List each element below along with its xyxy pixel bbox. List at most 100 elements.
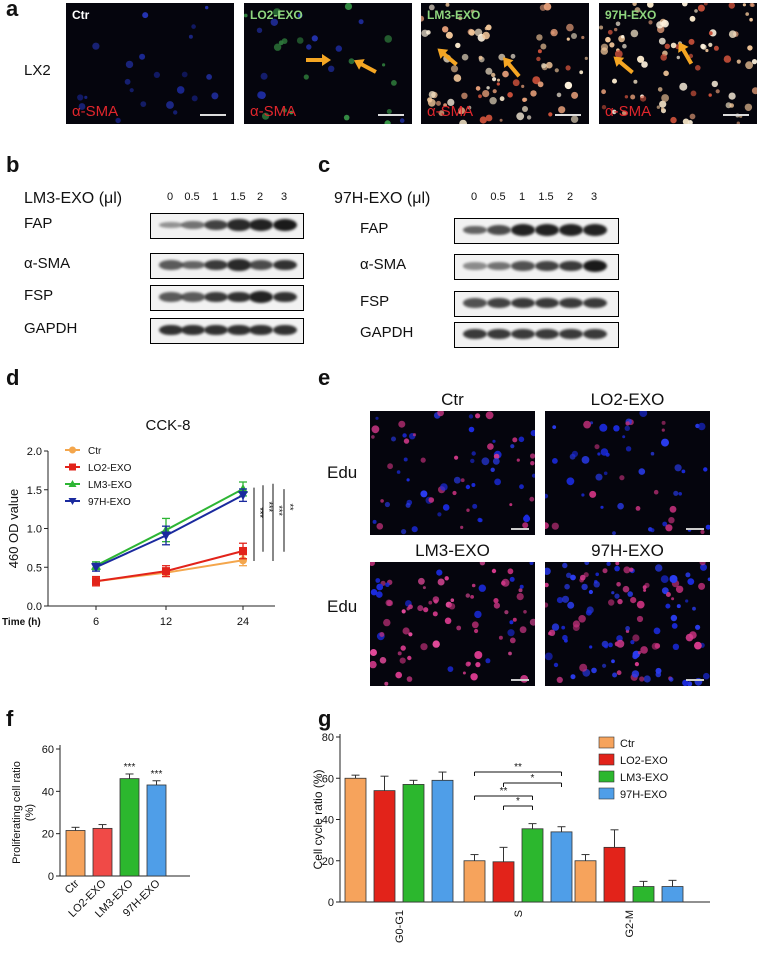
protein-band xyxy=(249,324,273,336)
cell-dot xyxy=(736,59,741,64)
cell-dot xyxy=(678,492,682,496)
y-tick-label: 1.0 xyxy=(27,524,42,536)
protein-band xyxy=(273,291,297,303)
legend-label: LO2-EXO xyxy=(620,755,668,767)
y-tick-label: 1.5 xyxy=(27,485,42,497)
cell-dot xyxy=(699,562,706,566)
protein-band xyxy=(204,324,228,336)
panel-label-d: d xyxy=(6,365,20,390)
protein-band xyxy=(559,297,583,309)
bar xyxy=(574,860,597,903)
cell-dot xyxy=(270,18,278,26)
cell-dot xyxy=(343,114,350,121)
arrow-icon xyxy=(497,53,523,81)
significance-label: ** xyxy=(514,762,522,773)
cell-dot xyxy=(742,3,746,7)
cell-dot xyxy=(562,634,568,641)
x-tick-label: 12 xyxy=(160,616,172,628)
significance-label: *** xyxy=(151,769,163,780)
scale-bar xyxy=(686,528,704,530)
protein-band xyxy=(559,328,583,340)
cell-dot xyxy=(492,457,500,465)
cell-dot xyxy=(478,94,482,99)
protein-band xyxy=(181,292,205,302)
protein-label: α-SMA xyxy=(24,255,71,272)
significance-label: *** xyxy=(124,762,136,773)
stain-label: α-SMA xyxy=(605,103,652,120)
cell-dot xyxy=(648,20,653,25)
cell-dot xyxy=(508,651,512,656)
cell-dot xyxy=(499,118,503,122)
protein-band xyxy=(159,260,183,270)
arrow-icon xyxy=(432,44,460,70)
bar xyxy=(119,778,140,877)
cell-dot xyxy=(619,475,625,481)
cell-dot xyxy=(670,614,678,622)
cell-dot xyxy=(436,569,443,576)
cell-dot xyxy=(461,92,468,100)
cell-dot xyxy=(475,662,481,668)
cell-dot xyxy=(498,635,503,640)
legend-label: Ctr xyxy=(620,738,635,750)
cell-dot xyxy=(509,576,515,582)
cell-dot xyxy=(632,634,640,642)
cell-dot xyxy=(376,591,383,598)
edu-title-lo2-exo: LO2-EXO xyxy=(590,390,665,409)
cell-dot xyxy=(728,3,735,9)
protein-label: FAP xyxy=(24,215,53,232)
cell-dot xyxy=(593,581,600,588)
bar xyxy=(373,790,396,903)
cell-dot xyxy=(548,629,556,636)
blot-strip xyxy=(150,213,304,239)
cell-dot xyxy=(698,582,706,590)
arrow-icon xyxy=(608,52,636,78)
cell-dot xyxy=(689,113,696,120)
cell-dot xyxy=(447,666,454,672)
cell-dot xyxy=(581,493,585,497)
protein-band xyxy=(511,224,535,236)
protein-band xyxy=(583,328,607,340)
legend-label: Ctr xyxy=(88,446,102,457)
protein-band xyxy=(463,328,487,340)
cell-dot xyxy=(536,34,543,41)
cell-dot xyxy=(627,591,633,597)
cell-dot xyxy=(289,110,294,115)
cell-dot xyxy=(372,519,377,524)
cell-dot xyxy=(475,413,481,419)
cell-dot xyxy=(519,626,527,634)
cell-dot xyxy=(450,598,455,602)
cell-dot xyxy=(522,522,529,529)
micrograph-title: LM3-EXO xyxy=(427,8,481,22)
cell-dot xyxy=(572,624,580,631)
cell-dot xyxy=(659,100,667,108)
cell-dot xyxy=(205,5,209,10)
protein-band xyxy=(511,328,535,340)
cell-dot xyxy=(442,504,450,511)
stain-label: α-SMA xyxy=(250,103,297,120)
cell-dot xyxy=(428,4,435,11)
cell-dot xyxy=(383,618,391,627)
cell-dot xyxy=(624,95,629,99)
cell-dot xyxy=(211,92,219,100)
cell-dot xyxy=(600,505,604,509)
cell-dot xyxy=(612,531,616,535)
cell-dot xyxy=(588,589,593,595)
cell-dot xyxy=(462,671,466,675)
cell-dot xyxy=(581,583,588,591)
edu-row-label-bottom: Edu xyxy=(327,597,358,616)
cell-dot xyxy=(669,505,677,513)
protein-band xyxy=(535,224,559,236)
dose-label: 0.5 xyxy=(490,191,506,203)
cell-dot xyxy=(273,8,281,17)
cell-dot xyxy=(382,63,386,67)
cell-dot xyxy=(516,458,520,462)
cell-dot xyxy=(507,629,515,637)
cell-dot xyxy=(471,583,476,588)
cell-dot xyxy=(685,633,694,642)
cell-dot xyxy=(625,626,630,631)
micrograph-97h-exo: 97H-EXO α-SMA xyxy=(599,3,757,124)
cck8-line-chart: CCK-8 0.0 0.5 1.0 1.5 2.0 6 12 24 Time (h) 460 OD … xyxy=(2,417,295,628)
cell-dot xyxy=(458,16,463,21)
protein-label: GAPDH xyxy=(24,320,78,337)
